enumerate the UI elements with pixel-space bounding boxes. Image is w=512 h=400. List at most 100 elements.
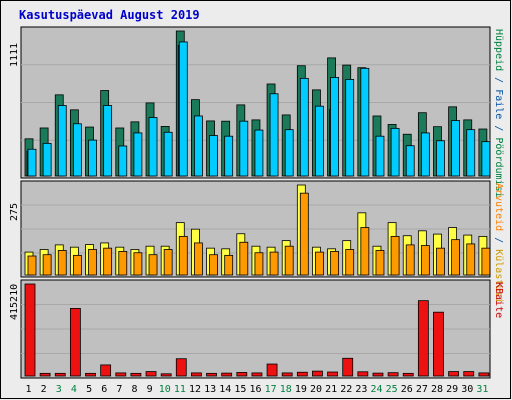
bar-arvuteid — [118, 251, 128, 276]
bar-faile — [284, 129, 294, 177]
bar-arvuteid — [57, 250, 67, 276]
bar-kbaite — [160, 373, 172, 377]
bar-kbaite — [417, 300, 429, 377]
bar-arvuteid — [224, 254, 234, 276]
day-label: 1 — [26, 384, 32, 395]
y-axis-title-part: Faile — [493, 89, 504, 119]
day-label: 8 — [131, 384, 137, 395]
day-label: 22 — [340, 384, 352, 395]
bar-arvuteid — [239, 241, 249, 276]
y-tick-label: 415210 — [9, 284, 20, 320]
day-label: 5 — [86, 384, 92, 395]
bar-faile — [315, 105, 324, 177]
y-axis-title: Hüppeid / Faile / Pöördumisi — [493, 29, 504, 198]
bar-faile — [224, 135, 234, 177]
bar-arvuteid — [72, 254, 82, 276]
bar-kbaite — [266, 363, 278, 377]
bar-arvuteid — [163, 249, 173, 276]
day-label: 25 — [386, 384, 398, 395]
bar-kbaite — [312, 370, 323, 377]
day-label: 15 — [234, 384, 246, 395]
bar-faile — [451, 120, 461, 177]
bar-arvuteid — [390, 235, 400, 276]
bar-faile — [163, 131, 173, 177]
day-label: 7 — [116, 384, 122, 395]
bar-kbaite — [115, 372, 127, 377]
day-label: 29 — [446, 384, 458, 395]
bar-arvuteid — [360, 227, 370, 276]
bar-kbaite — [206, 372, 217, 377]
chart-title: Kasutuspäevad August 2019 — [19, 8, 200, 22]
day-label: 13 — [204, 384, 216, 395]
bar-kbaite — [357, 371, 369, 377]
bar-kbaite — [236, 372, 248, 377]
bar-arvuteid — [451, 239, 461, 276]
bar-kbaite — [433, 311, 444, 377]
bar-kbaite — [402, 372, 414, 377]
y-axis-title-part: / — [493, 71, 504, 89]
chart-panels: 1111 Hüppeid / Faile / Pöördumisi 275 Arvut… — [9, 26, 504, 379]
y-axis-title-part: Külastusi — [493, 249, 504, 303]
bar-arvuteid — [436, 247, 445, 276]
day-label: 11 — [174, 384, 186, 395]
y-axis-title-part: KBaite — [493, 282, 504, 318]
bar-faile — [148, 117, 158, 177]
bar-arvuteid — [88, 249, 97, 276]
bar-faile — [269, 93, 279, 177]
day-label: 17 — [265, 384, 277, 395]
day-label: 9 — [147, 384, 153, 395]
day-label: 19 — [295, 384, 307, 395]
bar-faile — [405, 145, 415, 177]
bar-arvuteid — [315, 251, 324, 276]
day-label: 28 — [431, 384, 443, 395]
bar-arvuteid — [405, 244, 415, 276]
day-label: 16 — [249, 384, 261, 395]
bar-faile — [254, 129, 264, 177]
bar-faile — [360, 67, 370, 177]
day-label: 2 — [41, 384, 47, 395]
day-label: 6 — [101, 384, 107, 395]
bar-kbaite — [327, 371, 338, 377]
bar-faile — [420, 132, 430, 177]
y-axis-title-part: Hüppeid — [493, 29, 504, 71]
bar-kbaite — [342, 357, 354, 377]
y-axis-title: KBaite — [493, 282, 504, 318]
bar-kbaite — [130, 372, 142, 377]
day-label: 26 — [401, 384, 413, 395]
bar-kbaite — [296, 371, 308, 377]
bar-arvuteid — [375, 250, 385, 276]
bar-kbaite — [191, 372, 202, 377]
bar-kbaite — [175, 358, 187, 377]
bar-faile — [57, 105, 67, 177]
day-label: 30 — [461, 384, 473, 395]
bar-faile — [375, 135, 385, 177]
day-label: 31 — [476, 384, 488, 395]
bar-faile — [27, 148, 37, 177]
bar-kbaite — [24, 283, 36, 377]
bar-kbaite — [54, 372, 66, 377]
bar-arvuteid — [481, 247, 491, 276]
top-panel: 1111 Hüppeid / Faile / Pöördumisi — [9, 26, 504, 198]
bar-faile — [133, 132, 143, 177]
day-label: 20 — [310, 384, 322, 395]
bar-faile — [209, 135, 218, 177]
bar-faile — [88, 139, 97, 177]
bar-kbaite — [100, 364, 112, 377]
bar-kbaite — [281, 372, 293, 377]
bar-kbaite — [463, 371, 475, 377]
bar-faile — [118, 145, 128, 177]
bar-arvuteid — [27, 255, 37, 276]
bar-faile — [436, 140, 445, 177]
bar-arvuteid — [299, 192, 309, 276]
bar-faile — [466, 129, 476, 177]
bottom-panel: 415210 KBaite — [9, 279, 504, 379]
bar-kbaite — [69, 308, 81, 377]
bar-arvuteid — [269, 251, 279, 276]
y-axis-title-part: Arvuteid — [493, 183, 504, 231]
bar-kbaite — [85, 372, 96, 377]
day-label: 21 — [325, 384, 337, 395]
y-axis-title: Arvuteid / Külastusi — [493, 183, 504, 303]
